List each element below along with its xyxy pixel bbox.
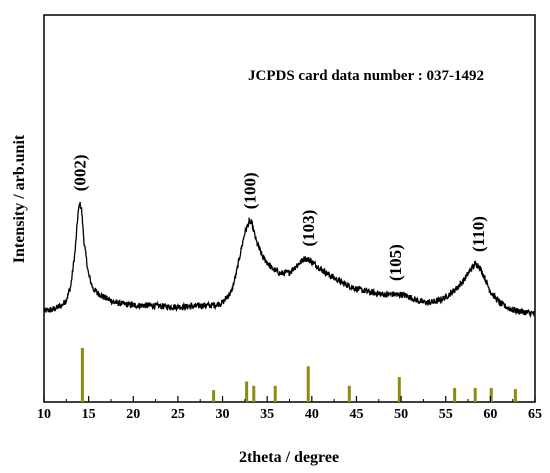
- x-tick-label: 60: [483, 407, 497, 422]
- x-tick-label: 40: [305, 407, 319, 422]
- xrd-pattern-line: [43, 201, 536, 319]
- x-tick-label: 30: [216, 407, 230, 422]
- x-tick-label: 55: [439, 407, 453, 422]
- x-tick-label: 45: [349, 407, 363, 422]
- peak-label: (110): [469, 216, 488, 252]
- x-tick-label: 65: [528, 407, 542, 422]
- x-axis-label: 2theta / degree: [239, 449, 339, 466]
- x-tick-label: 15: [82, 407, 96, 422]
- jcpds-annotation: JCPDS card data number : 037-1492: [248, 68, 484, 84]
- x-tick-label: 10: [37, 407, 51, 422]
- y-axis-label: Intensity / arb.unit: [11, 134, 28, 263]
- x-axis-ticks: 10 15 20 25 30 35 40 45 50 55 60 65: [37, 396, 542, 422]
- x-tick-label: 35: [260, 407, 274, 422]
- peak-label: (105): [386, 244, 405, 281]
- x-tick-label: 20: [126, 407, 140, 422]
- peak-label: (100): [240, 172, 259, 209]
- x-tick-label: 25: [171, 407, 185, 422]
- peak-label: (002): [71, 154, 90, 191]
- x-tick-label: 50: [394, 407, 408, 422]
- peak-label: (103): [299, 210, 318, 247]
